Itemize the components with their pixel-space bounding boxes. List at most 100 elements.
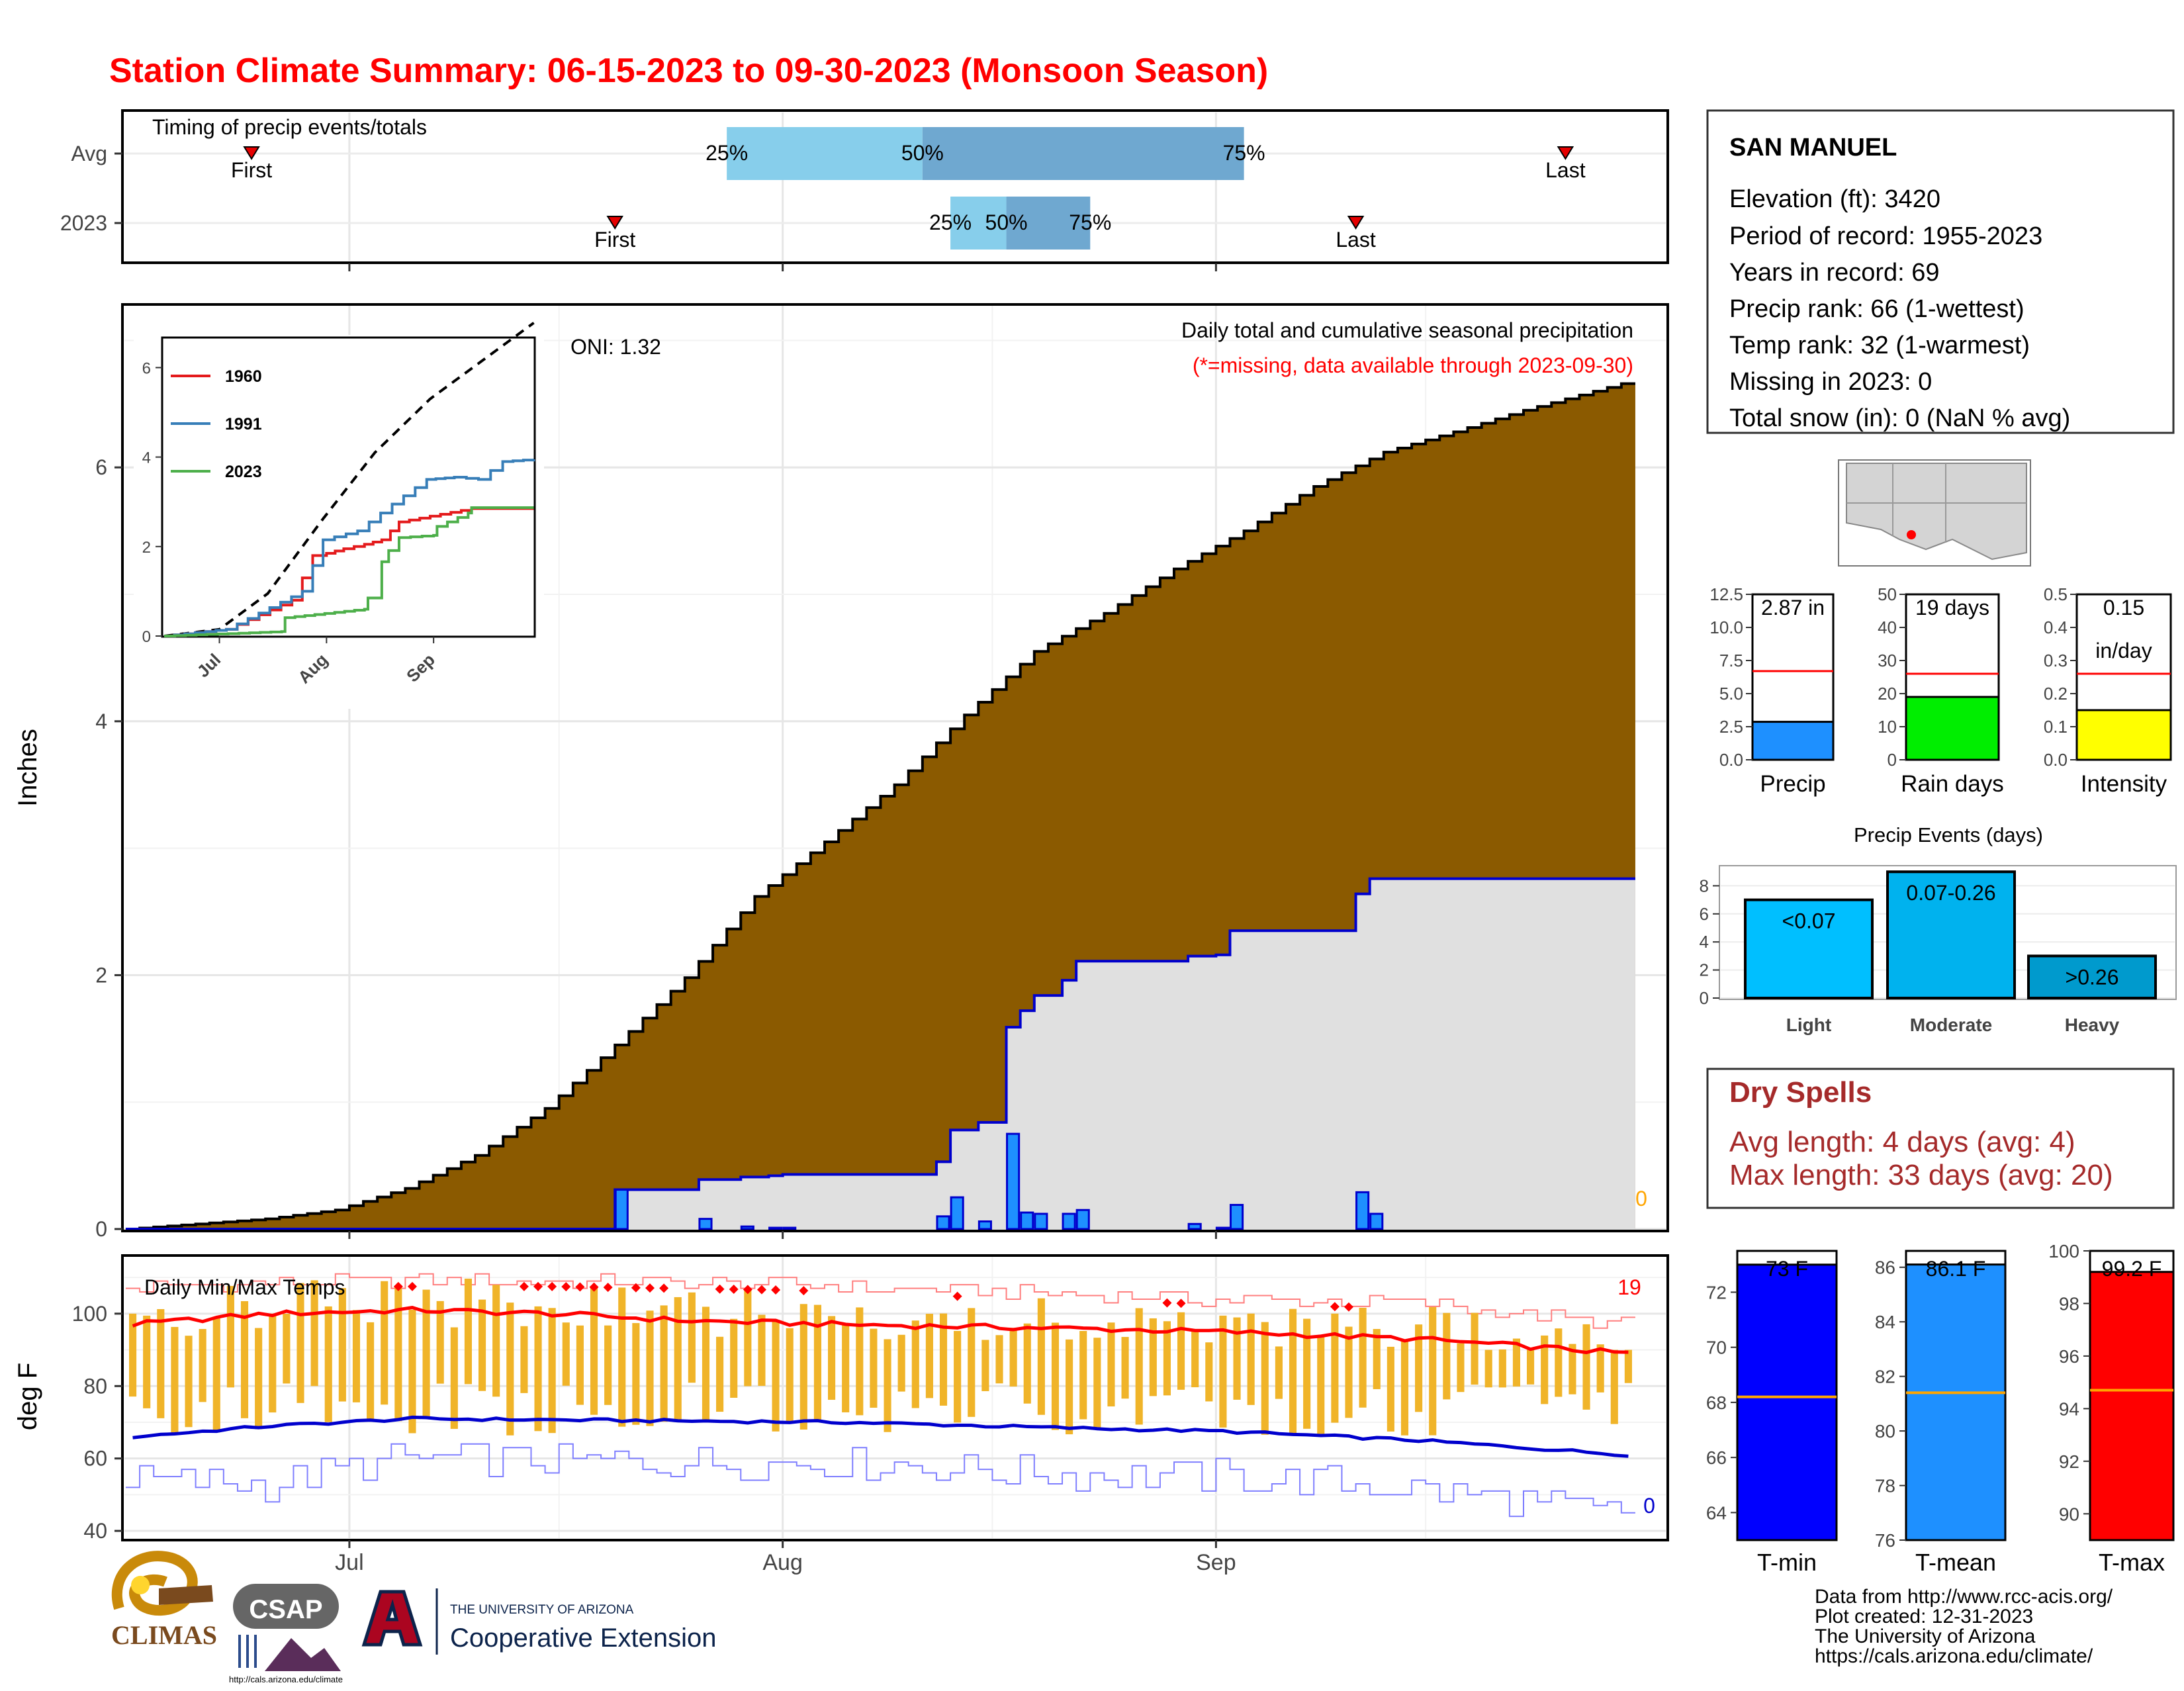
daily-precip-bar-14: [1215, 1226, 1230, 1230]
daily-temp-bar-74: [1163, 1321, 1171, 1396]
avg-cumulative-step-line: [126, 382, 1635, 1230]
daily-temp-bar-3: [171, 1326, 179, 1435]
daily-temp-bar-94: [1443, 1312, 1451, 1400]
timing-first-marker-0: [243, 146, 260, 160]
events-bar-label-1: 0.07-0.26: [1906, 881, 1995, 905]
temp-bar-value-1: [1905, 1263, 2007, 1541]
daily-temp-bar-24: [464, 1278, 472, 1385]
mini-bar-chart-intensity: 0.0 0.1 0.2 0.3 0.4 0.5 0.15 in/day Intensity: [2044, 584, 2172, 797]
daily-temp-bar-95: [1457, 1343, 1465, 1393]
record-low-line: [126, 1443, 1635, 1518]
temp-bar-ytick-label-0-4: 72: [1706, 1282, 1727, 1303]
station-period: Period of record: 1955-2023: [1729, 222, 2042, 250]
timing-p25-label-1: 25%: [929, 210, 972, 234]
csap-cloud: [233, 1584, 339, 1629]
daily-temp-bar-100: [1527, 1349, 1535, 1385]
daily-temp-bar-29: [534, 1306, 542, 1432]
daily-temp-bar-39: [674, 1297, 682, 1422]
record-high-marker-2: [519, 1281, 529, 1291]
temp-count-high: 19: [1617, 1275, 1641, 1299]
mini-bar-title-0: Precip: [1760, 771, 1825, 797]
daily-temp-bar-38: [660, 1305, 668, 1422]
events-category-label-0: Light: [1786, 1015, 1831, 1035]
mini-bar-value-1: [1905, 696, 2000, 761]
daily-temp-bar-9: [255, 1328, 263, 1430]
temp-panel-bg: [122, 1256, 1668, 1540]
temp-panel: 40 60 80 100 Jul Aug Sep Daily Min/Max Temps 1…: [13, 1254, 1669, 1575]
timing-last-marker-1: [1347, 216, 1365, 230]
station-years: Years in record: 69: [1729, 259, 1940, 287]
mini-bar-chart-precip: 0.0 2.5 5.0 7.5 10.0 12.5 2.87 in Precip: [1709, 584, 1835, 797]
daily-temp-bar-45: [758, 1314, 766, 1386]
station-temp-rank: Temp rank: 32 (1-warmest): [1729, 332, 2030, 359]
inset-legend-label-2: 2023: [225, 463, 262, 481]
timing-band-25-50-0: [727, 127, 923, 180]
daily-temp-bar-67: [1066, 1339, 1073, 1435]
mini-bar-value-label-0: 2.87 in: [1761, 596, 1825, 619]
daily-temp-bar-78: [1219, 1315, 1227, 1428]
map-region-shape: [1846, 463, 2027, 561]
events-ytick-label-1: 2: [1700, 960, 1709, 980]
events-category-label-1: Moderate: [1910, 1015, 1992, 1035]
record-high-marker-16: [771, 1285, 781, 1295]
timing-row-label-2023: 2023: [60, 211, 107, 235]
timing-marks: 25% 50% 75% First Last 25% 50% 75% First Last: [231, 127, 1586, 251]
temp-bar-ytick-label-2-3: 96: [2059, 1346, 2079, 1367]
daily-temp-bar-96: [1471, 1312, 1479, 1385]
daily-temp-bar-107: [1624, 1349, 1632, 1383]
daily-precip-bar-5: [936, 1215, 950, 1230]
events-ytick-label-4: 8: [1700, 876, 1709, 895]
precip-events-chart: Precip Events (days) 0 2 4 6 8 <0.07 Light 0.07…: [1700, 823, 2177, 1035]
station-location-dot: [1907, 530, 1916, 539]
events-bar-2: [2027, 954, 2157, 1000]
daily-temp-bar-77: [1205, 1342, 1213, 1402]
daily-temp-bar-54: [884, 1339, 891, 1432]
record-high-marker-6: [575, 1282, 585, 1292]
mini-bar-value-2: [2075, 709, 2172, 761]
daily-precip-bar-16: [1355, 1191, 1370, 1230]
mini-bar-value-0: [1751, 721, 1835, 761]
daily-temp-bar-1: [143, 1315, 151, 1408]
daily-temp-bar-91: [1400, 1340, 1409, 1436]
csap-wordmark: CSAP: [249, 1595, 322, 1624]
mini-bar-ytick-label-0-5: 12.5: [1709, 584, 1743, 604]
daily-temp-bar-40: [688, 1292, 696, 1383]
mini-bar-ytick-label-2-0: 0.0: [2044, 750, 2068, 770]
timing-p50-label-1: 50%: [985, 210, 1028, 234]
temp-bar-value-2: [2089, 1271, 2175, 1541]
mini-bar-value-label-2: 0.15: [2103, 596, 2144, 619]
timing-last-label-0: Last: [1545, 158, 1586, 182]
footer-url: https://cals.arizona.edu/climate/: [1815, 1645, 2093, 1667]
station-info-box: SAN MANUEL Elevation (ft): 3420 Period o…: [1706, 109, 2175, 434]
daily-temp-bar-73: [1149, 1318, 1157, 1396]
daily-precip-bar-6: [950, 1196, 964, 1230]
station-info-frame: [1706, 109, 2175, 434]
temp-bar-ytick-label-0-0: 64: [1706, 1502, 1727, 1523]
climas-cloud: [159, 1585, 213, 1605]
daily-temp-bar-46: [772, 1320, 780, 1432]
daily-temp-bar-14: [324, 1306, 332, 1422]
station-precip-rank: Precip rank: 66 (1-wettest): [1729, 295, 2025, 323]
station-missing: Missing in 2023: 0: [1729, 368, 1932, 396]
daily-temp-bar-11: [283, 1313, 291, 1384]
temp-ytick-label-3: 100: [72, 1302, 107, 1326]
record-high-marker-18: [952, 1291, 962, 1301]
inset-ytick-label-3: 6: [142, 359, 151, 377]
events-bar-1: [1886, 870, 2016, 999]
daily-temp-bar-81: [1261, 1322, 1269, 1435]
daily-temp-bar-15: [338, 1288, 346, 1402]
temp-ylabel: deg F: [13, 1363, 42, 1430]
daily-temp-bar-21: [422, 1289, 430, 1418]
daily-temp-bar-36: [632, 1323, 640, 1425]
daily-precip-bar-0: [614, 1189, 629, 1230]
daily-precip-bar-10: [1034, 1212, 1048, 1230]
daily-temp-bar-82: [1275, 1346, 1283, 1399]
daily-temp-bar-90: [1387, 1346, 1394, 1432]
daily-temp-bar-6: [212, 1317, 220, 1433]
precip-ylabel: Inches: [13, 729, 42, 807]
daily-temp-bar-60: [968, 1308, 976, 1417]
daily-temp-bar-13: [310, 1280, 318, 1387]
map-state-borders: [1846, 463, 2026, 543]
events-ytick-label-2: 4: [1700, 932, 1709, 952]
